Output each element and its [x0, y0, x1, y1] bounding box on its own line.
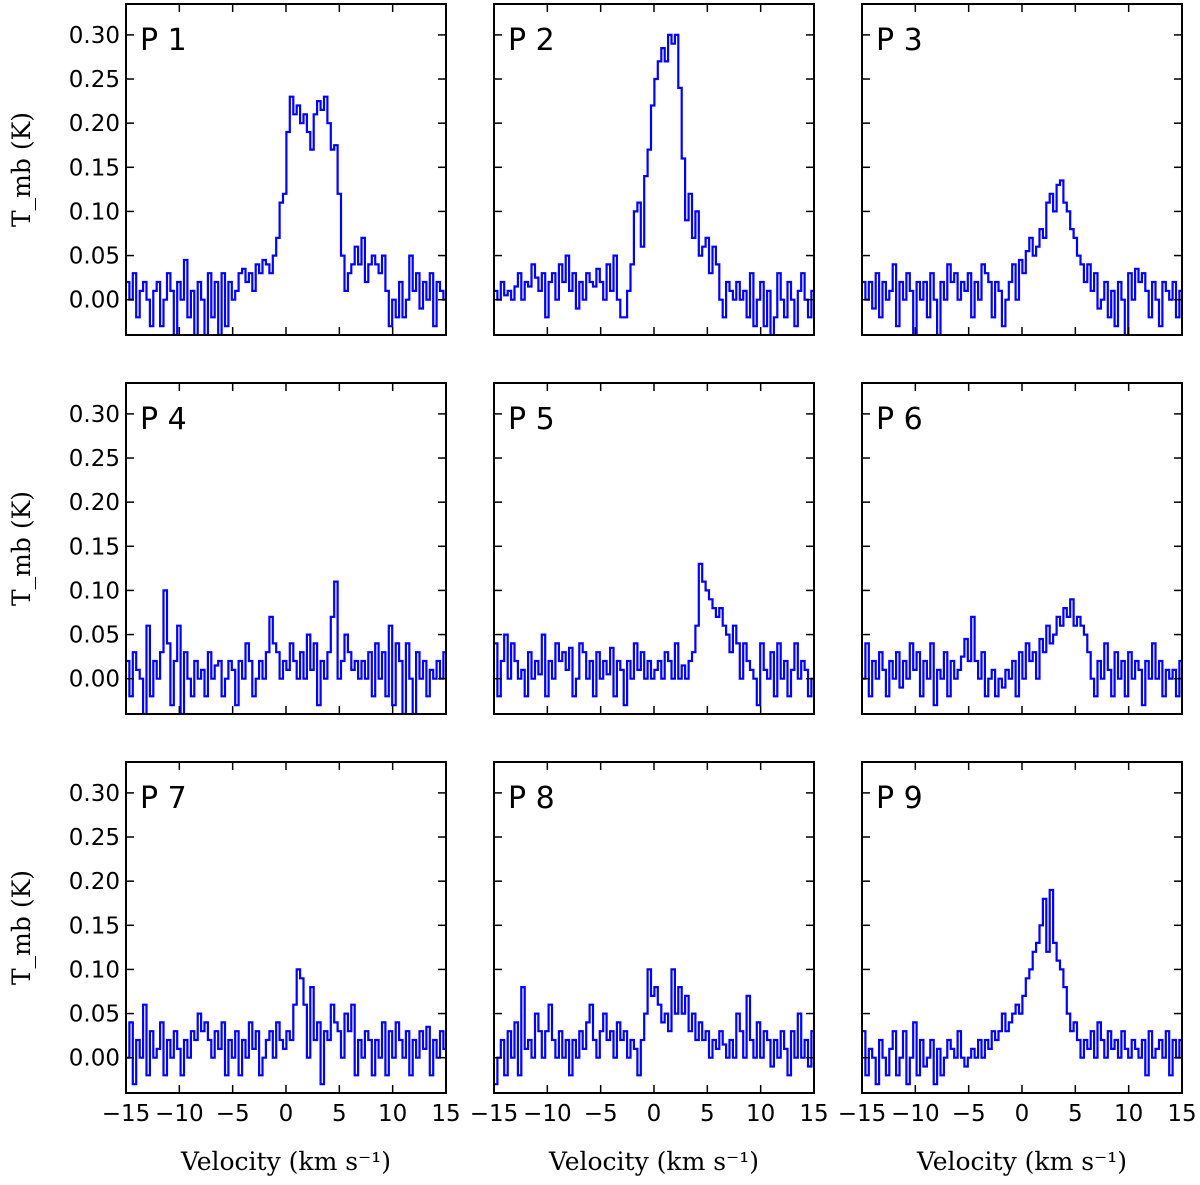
y-tick-label: 0.00: [69, 288, 120, 314]
x-axis-label: Velocity (km s⁻¹): [180, 1147, 391, 1176]
x-tick-label: −5: [216, 1101, 250, 1127]
y-axis-label: T_mb (K): [7, 870, 36, 985]
spectrum-line-p3: [862, 179, 1182, 335]
y-tick-label: 0.20: [69, 869, 120, 895]
panel-label: P 7: [140, 781, 187, 816]
x-tick-label: 15: [1167, 1101, 1196, 1127]
y-tick-label: 0.20: [69, 111, 120, 137]
x-tick-label: 15: [799, 1101, 828, 1127]
spectrum-line-p7: [126, 968, 446, 1086]
panel-label: P 1: [140, 23, 187, 58]
spectrum-line-p5: [494, 562, 814, 707]
x-tick-label: −5: [952, 1101, 986, 1127]
x-tick-label: 5: [332, 1101, 347, 1127]
spectrum-line-p8: [494, 968, 814, 1086]
y-tick-label: 0.15: [69, 155, 120, 181]
spectrum-line-p6: [862, 598, 1182, 707]
y-axis-label: T_mb (K): [7, 491, 36, 606]
y-tick-label: 0.30: [69, 23, 120, 49]
x-tick-label: −10: [155, 1101, 204, 1127]
y-tick-label: 0.25: [69, 825, 120, 851]
x-tick-label: −10: [891, 1101, 940, 1127]
y-tick-label: 0.25: [69, 446, 120, 472]
y-axis-label: T_mb (K): [7, 112, 36, 227]
x-axis-label: Velocity (km s⁻¹): [548, 1147, 759, 1176]
spectrum-line-p2: [494, 33, 814, 335]
x-tick-label: −15: [838, 1101, 887, 1127]
spectrum-line-p4: [126, 580, 446, 714]
y-tick-label: 0.00: [69, 667, 120, 693]
spectrum-line-p1: [126, 95, 446, 335]
panel-label: P 2: [508, 23, 555, 58]
panel-label: P 6: [876, 402, 923, 437]
x-tick-label: 10: [1114, 1101, 1143, 1127]
y-tick-label: 0.20: [69, 490, 120, 516]
x-tick-label: 0: [279, 1101, 294, 1127]
panel-label: P 3: [876, 23, 923, 58]
y-tick-label: 0.00: [69, 1046, 120, 1072]
y-tick-label: 0.05: [69, 623, 120, 649]
y-tick-label: 0.10: [69, 199, 120, 225]
y-tick-label: 0.10: [69, 578, 120, 604]
x-tick-label: 5: [700, 1101, 715, 1127]
y-tick-label: 0.25: [69, 67, 120, 93]
panel-label: P 8: [508, 781, 555, 816]
x-tick-label: 5: [1068, 1101, 1083, 1127]
y-tick-label: 0.05: [69, 244, 120, 270]
x-tick-label: −5: [584, 1101, 618, 1127]
panel-label: P 5: [508, 402, 555, 437]
y-tick-label: 0.15: [69, 913, 120, 939]
x-tick-label: 10: [746, 1101, 775, 1127]
y-tick-label: 0.30: [69, 402, 120, 428]
x-tick-label: −10: [523, 1101, 572, 1127]
y-tick-label: 0.05: [69, 1002, 120, 1028]
y-tick-label: 0.15: [69, 534, 120, 560]
x-tick-label: −15: [470, 1101, 519, 1127]
x-tick-label: −15: [102, 1101, 151, 1127]
y-tick-label: 0.30: [69, 781, 120, 807]
x-tick-label: 0: [647, 1101, 662, 1127]
y-tick-label: 0.10: [69, 957, 120, 983]
x-tick-label: 10: [378, 1101, 407, 1127]
spectrum-line-p9: [862, 888, 1182, 1086]
x-tick-label: 15: [431, 1101, 460, 1127]
panel-label: P 9: [876, 781, 923, 816]
x-tick-label: 0: [1015, 1101, 1030, 1127]
x-axis-label: Velocity (km s⁻¹): [916, 1147, 1127, 1176]
panel-label: P 4: [140, 402, 187, 437]
